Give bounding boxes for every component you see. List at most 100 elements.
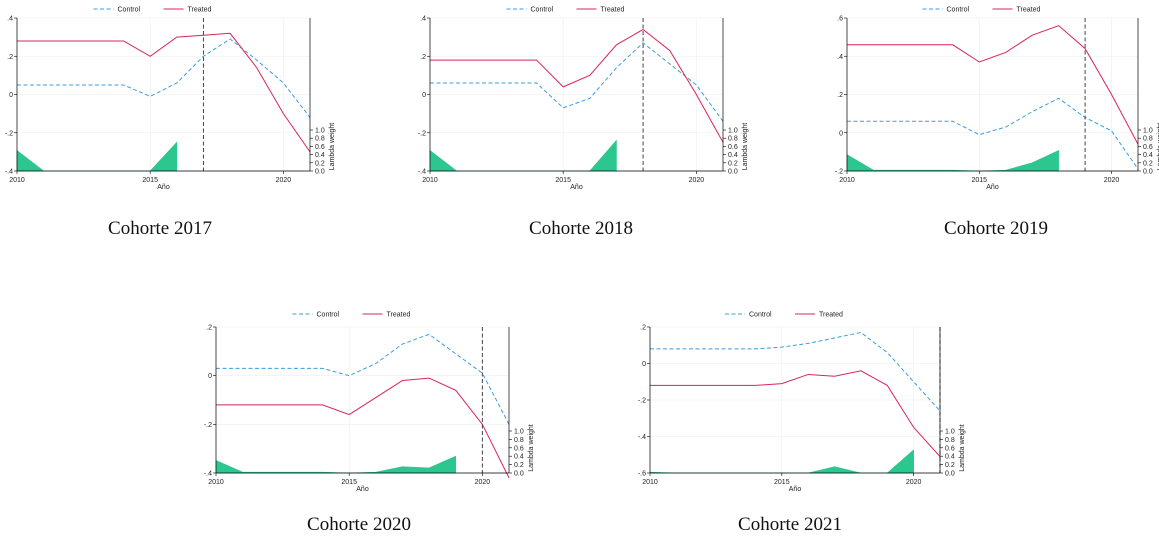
x-tick-label: 2010 [642, 479, 658, 486]
y-tick-label: -.2 [638, 398, 646, 405]
y-tick-label: -.4 [5, 169, 13, 176]
y-tick-label: .4 [7, 16, 13, 23]
y2-tick-label: 0.4 [315, 152, 325, 159]
treated-line [847, 25, 1139, 145]
legend-control-label: Control [947, 7, 970, 14]
caption-cohorte-2019: Cohorte 2019 [944, 218, 1048, 239]
y-tick-label: -.2 [5, 130, 13, 137]
treated-line [216, 377, 510, 479]
y2-tick-label: 0.8 [1143, 136, 1153, 143]
y-tick-label: 0 [642, 361, 646, 368]
x-tick-label: 2015 [971, 177, 987, 184]
y2-tick-label: 0.2 [1143, 160, 1153, 167]
x-tick-label: 2010 [208, 479, 224, 486]
y-tick-label: 0 [839, 130, 843, 137]
control-line [430, 42, 724, 122]
y2-tick-label: 1.0 [728, 128, 738, 135]
lambda-weight-area [846, 150, 1059, 172]
x-tick-label: 2015 [555, 177, 571, 184]
chart-panel-2019: -.2 0.2.4.6 2010 2015 2020 Año 0.0 0.2 0.4 0.6 0.8… [826, 0, 1159, 210]
y2-tick-label: 0.4 [514, 454, 524, 461]
y2-tick-label: 0.2 [315, 160, 325, 167]
x-tick-label: 2020 [906, 479, 922, 486]
y2-tick-label: 0.8 [728, 136, 738, 143]
x-axis-label: Año [157, 184, 170, 191]
x-tick-label: 2015 [341, 479, 357, 486]
control-line [17, 38, 311, 118]
y2-tick-label: 0.4 [728, 152, 738, 159]
y-tick-label: .2 [640, 325, 646, 332]
chart-panel-2021: -.6 -.4 -.2 0.2 2010 2015 2020 Año 0.0 0.2 0.4 0.6 0… [628, 305, 973, 495]
control-line [847, 97, 1139, 170]
y2-tick-label: 0.4 [945, 454, 955, 461]
lambda-weight-area [215, 455, 457, 474]
x-tick-label: 2020 [1104, 177, 1120, 184]
x-tick-label: 2010 [422, 177, 438, 184]
y-tick-label: -.4 [204, 471, 212, 478]
y2-axis-label: Lambda weight [528, 424, 535, 472]
y2-tick-label: 0.2 [514, 462, 524, 469]
y2-tick-label: 0.0 [315, 169, 325, 176]
y2-axis-label: Lambda weight [1157, 123, 1159, 171]
legend-treated-label: Treated [387, 312, 411, 319]
caption-cohorte-2020: Cohorte 2020 [307, 514, 411, 535]
y2-tick-label: 0.0 [1143, 169, 1153, 176]
y-tick-label: -.2 [418, 130, 426, 137]
y-tick-label: 0 [208, 373, 212, 380]
y2-tick-label: 0.0 [945, 471, 955, 478]
y-tick-label: .2 [837, 92, 843, 99]
y2-tick-label: 0.8 [315, 136, 325, 143]
y2-tick-label: 0.6 [945, 445, 955, 452]
y-tick-label: -.6 [638, 471, 646, 478]
y-tick-label: -.4 [418, 169, 426, 176]
y-tick-label: .2 [420, 54, 426, 61]
y-tick-label: 0 [422, 92, 426, 99]
y-tick-label: -.4 [638, 434, 646, 441]
x-axis-label: Año [789, 486, 802, 493]
x-tick-label: 2015 [774, 479, 790, 486]
control-line [216, 333, 510, 425]
legend-treated-label: Treated [819, 312, 843, 319]
legend-control-label: Control [118, 7, 141, 14]
y-tick-label: .4 [837, 54, 843, 61]
x-tick-label: 2010 [839, 177, 855, 184]
x-tick-label: 2015 [142, 177, 158, 184]
y2-tick-label: 0.6 [728, 144, 738, 151]
y2-axis-label: Lambda weight [329, 123, 336, 171]
x-axis-label: Año [356, 486, 369, 493]
x-axis-label: Año [570, 184, 583, 191]
legend-treated-label: Treated [1017, 7, 1041, 14]
legend-treated-label: Treated [188, 7, 212, 14]
y-tick-label: -.2 [835, 169, 843, 176]
y-tick-label: .4 [420, 16, 426, 23]
y2-tick-label: 0.2 [728, 160, 738, 167]
y2-tick-label: 0.0 [728, 169, 738, 176]
x-tick-label: 2020 [475, 479, 491, 486]
y2-tick-label: 0.6 [514, 445, 524, 452]
treated-line [650, 370, 941, 457]
y-tick-label: -.2 [204, 422, 212, 429]
y2-axis-label: Lambda weight [742, 123, 749, 171]
y2-tick-label: 0.8 [514, 437, 524, 444]
y2-tick-label: 0.6 [1143, 144, 1153, 151]
y-tick-label: .2 [206, 325, 212, 332]
y-tick-label: .2 [7, 54, 13, 61]
y2-tick-label: 1.0 [945, 429, 955, 436]
x-tick-label: 2020 [689, 177, 705, 184]
treated-line [17, 32, 311, 153]
y2-tick-label: 1.0 [1143, 128, 1153, 135]
legend-control-label: Control [531, 7, 554, 14]
control-line [650, 331, 941, 412]
y2-tick-label: 0.4 [1143, 152, 1153, 159]
y-tick-label: 0 [9, 92, 13, 99]
caption-cohorte-2021: Cohorte 2021 [738, 514, 842, 535]
y2-tick-label: 0.2 [945, 462, 955, 469]
chart-panel-2017: -.4 -.2 0.2.4 2010 2015 2020 Año 0.0 0.2 0.4 0.6 0.… [0, 0, 336, 210]
y-tick-label: .6 [837, 16, 843, 23]
lambda-weight-area [16, 141, 178, 172]
caption-cohorte-2018: Cohorte 2018 [529, 218, 633, 239]
